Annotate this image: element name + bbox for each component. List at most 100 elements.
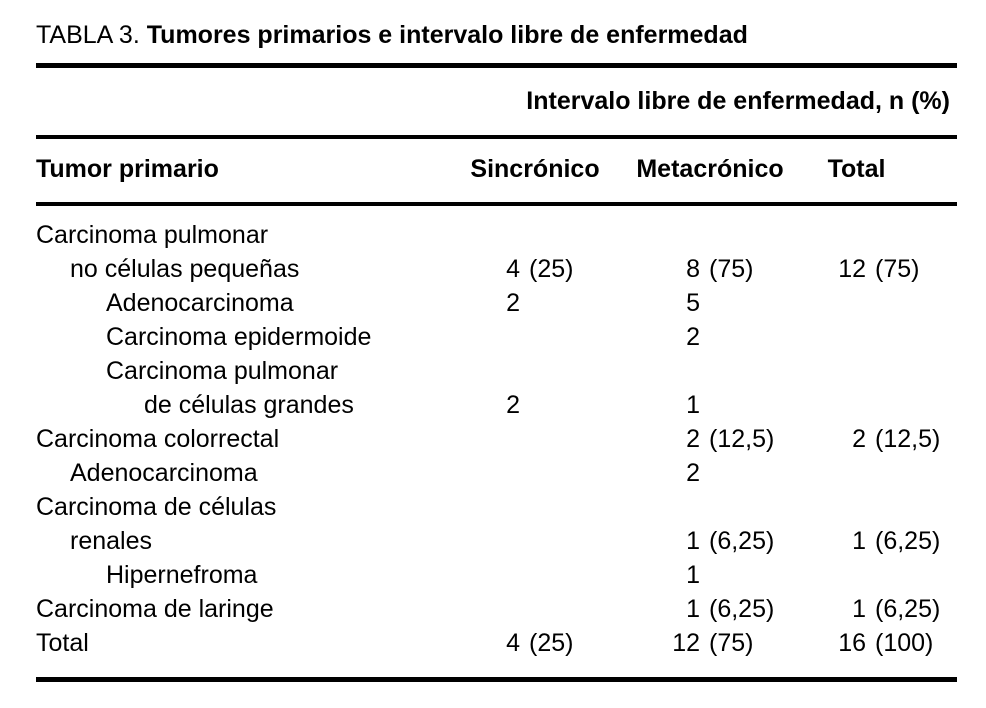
table-row: Carcinoma colorrectal 2 (12,5) 2 (12,5)	[36, 422, 957, 456]
value-number: 2	[686, 425, 700, 453]
value-number: 1	[686, 391, 700, 419]
row-label: Carcinoma de laringe	[36, 595, 274, 623]
cell-total-col	[800, 558, 957, 592]
value-percent: (6,25)	[709, 595, 775, 623]
table-row: renales 1 (6,25) 1 (6,25)	[36, 524, 957, 558]
value-percent: (100)	[875, 629, 934, 657]
table-row: Adenocarcinoma 2	[36, 456, 957, 490]
table-row: Carcinoma pulmonar	[36, 354, 957, 388]
value-percent: (12,5)	[709, 425, 775, 453]
cell-total-col: 1 (6,25)	[800, 524, 957, 558]
value-number: 8	[686, 255, 700, 283]
table-row: Carcinoma epidermoide 2	[36, 320, 957, 354]
value-percent: (25)	[529, 255, 574, 283]
value-number: 12	[838, 255, 866, 283]
column-header-tumor: Tumor primario	[36, 155, 219, 183]
cell-sincronico	[460, 592, 610, 626]
cell-metacronico	[610, 218, 800, 252]
cell-sincronico	[460, 422, 610, 456]
header-bottom-rule	[36, 202, 957, 206]
cell-sincronico	[460, 524, 610, 558]
cell-metacronico: 2	[610, 456, 800, 490]
table-row: de células grandes 2 1	[36, 388, 957, 422]
value-number: 1	[686, 527, 700, 555]
cell-sincronico	[460, 218, 610, 252]
cell-metacronico: 1	[610, 558, 800, 592]
row-label: Carcinoma pulmonar	[36, 221, 269, 249]
column-header-total: Total	[827, 155, 886, 183]
value-number: 12	[672, 629, 700, 657]
row-label: de células grandes	[144, 391, 354, 419]
cell-metacronico: 12 (75)	[610, 626, 800, 660]
table-row: Hipernefroma 1	[36, 558, 957, 592]
cell-sincronico	[460, 354, 610, 388]
value-percent: (75)	[875, 255, 920, 283]
value-number: 5	[686, 289, 700, 317]
column-header-row: Tumor primario Sincrónico Metacrónico To…	[36, 152, 957, 186]
cell-total-col	[800, 354, 957, 388]
table-title-prefix: TABLA 3.	[36, 21, 140, 49]
table-body: Carcinoma pulmonar no células pequeñas 4 (2…	[36, 218, 957, 660]
cell-total-col	[800, 286, 957, 320]
cell-sincronico: 2	[460, 286, 610, 320]
header-top-rule	[36, 135, 957, 139]
value-number: 16	[838, 629, 866, 657]
cell-sincronico: 2	[460, 388, 610, 422]
value-number: 4	[506, 629, 520, 657]
row-label: renales	[70, 527, 152, 555]
cell-total-col: 12 (75)	[800, 252, 957, 286]
cell-metacronico: 8 (75)	[610, 252, 800, 286]
table-row: Total 4 (25) 12 (75) 16 (100)	[36, 626, 957, 660]
cell-sincronico	[460, 456, 610, 490]
cell-total-col	[800, 320, 957, 354]
spanning-column-header: Intervalo libre de enfermedad, n (%)	[526, 87, 950, 115]
table-title: TABLA 3. Tumores primarios e intervalo li…	[36, 18, 957, 52]
value-number: 4	[506, 255, 520, 283]
value-number: 2	[506, 289, 520, 317]
value-number: 2	[686, 323, 700, 351]
row-label: Adenocarcinoma	[70, 459, 258, 487]
value-percent: (6,25)	[875, 595, 941, 623]
value-number: 1	[852, 527, 866, 555]
column-header-metacronico: Metacrónico	[636, 155, 784, 183]
cell-metacronico	[610, 490, 800, 524]
cell-sincronico	[460, 558, 610, 592]
cell-total-col	[800, 218, 957, 252]
cell-metacronico: 1	[610, 388, 800, 422]
row-label: Carcinoma epidermoide	[106, 323, 372, 351]
cell-sincronico	[460, 320, 610, 354]
cell-total-col	[800, 456, 957, 490]
value-number: 2	[506, 391, 520, 419]
column-header-sincronico: Sincrónico	[470, 155, 600, 183]
cell-metacronico: 2	[610, 320, 800, 354]
row-label: Adenocarcinoma	[106, 289, 294, 317]
cell-metacronico: 1 (6,25)	[610, 592, 800, 626]
row-label: Carcinoma de células	[36, 493, 277, 521]
row-label: Carcinoma pulmonar	[106, 357, 339, 385]
cell-sincronico: 4 (25)	[460, 252, 610, 286]
cell-sincronico: 4 (25)	[460, 626, 610, 660]
value-percent: (12,5)	[875, 425, 941, 453]
cell-total-col	[800, 388, 957, 422]
value-percent: (75)	[709, 629, 754, 657]
cell-metacronico: 5	[610, 286, 800, 320]
cell-sincronico	[460, 490, 610, 524]
value-percent: (75)	[709, 255, 754, 283]
cell-total-col: 1 (6,25)	[800, 592, 957, 626]
table-row: Carcinoma pulmonar	[36, 218, 957, 252]
value-number: 1	[852, 595, 866, 623]
row-label: Carcinoma colorrectal	[36, 425, 280, 453]
table-row: Adenocarcinoma 2 5	[36, 286, 957, 320]
row-label: Hipernefroma	[106, 561, 258, 589]
value-percent: (25)	[529, 629, 574, 657]
value-number: 1	[686, 595, 700, 623]
cell-total-col: 2 (12,5)	[800, 422, 957, 456]
cell-metacronico: 1 (6,25)	[610, 524, 800, 558]
table-row: Carcinoma de laringe 1 (6,25) 1 (6,25)	[36, 592, 957, 626]
top-rule	[36, 63, 957, 68]
table-row: no células pequeñas 4 (25) 8 (75) 12 (75)	[36, 252, 957, 286]
row-label: no células pequeñas	[70, 255, 300, 283]
value-number: 2	[686, 459, 700, 487]
cell-total-col: 16 (100)	[800, 626, 957, 660]
